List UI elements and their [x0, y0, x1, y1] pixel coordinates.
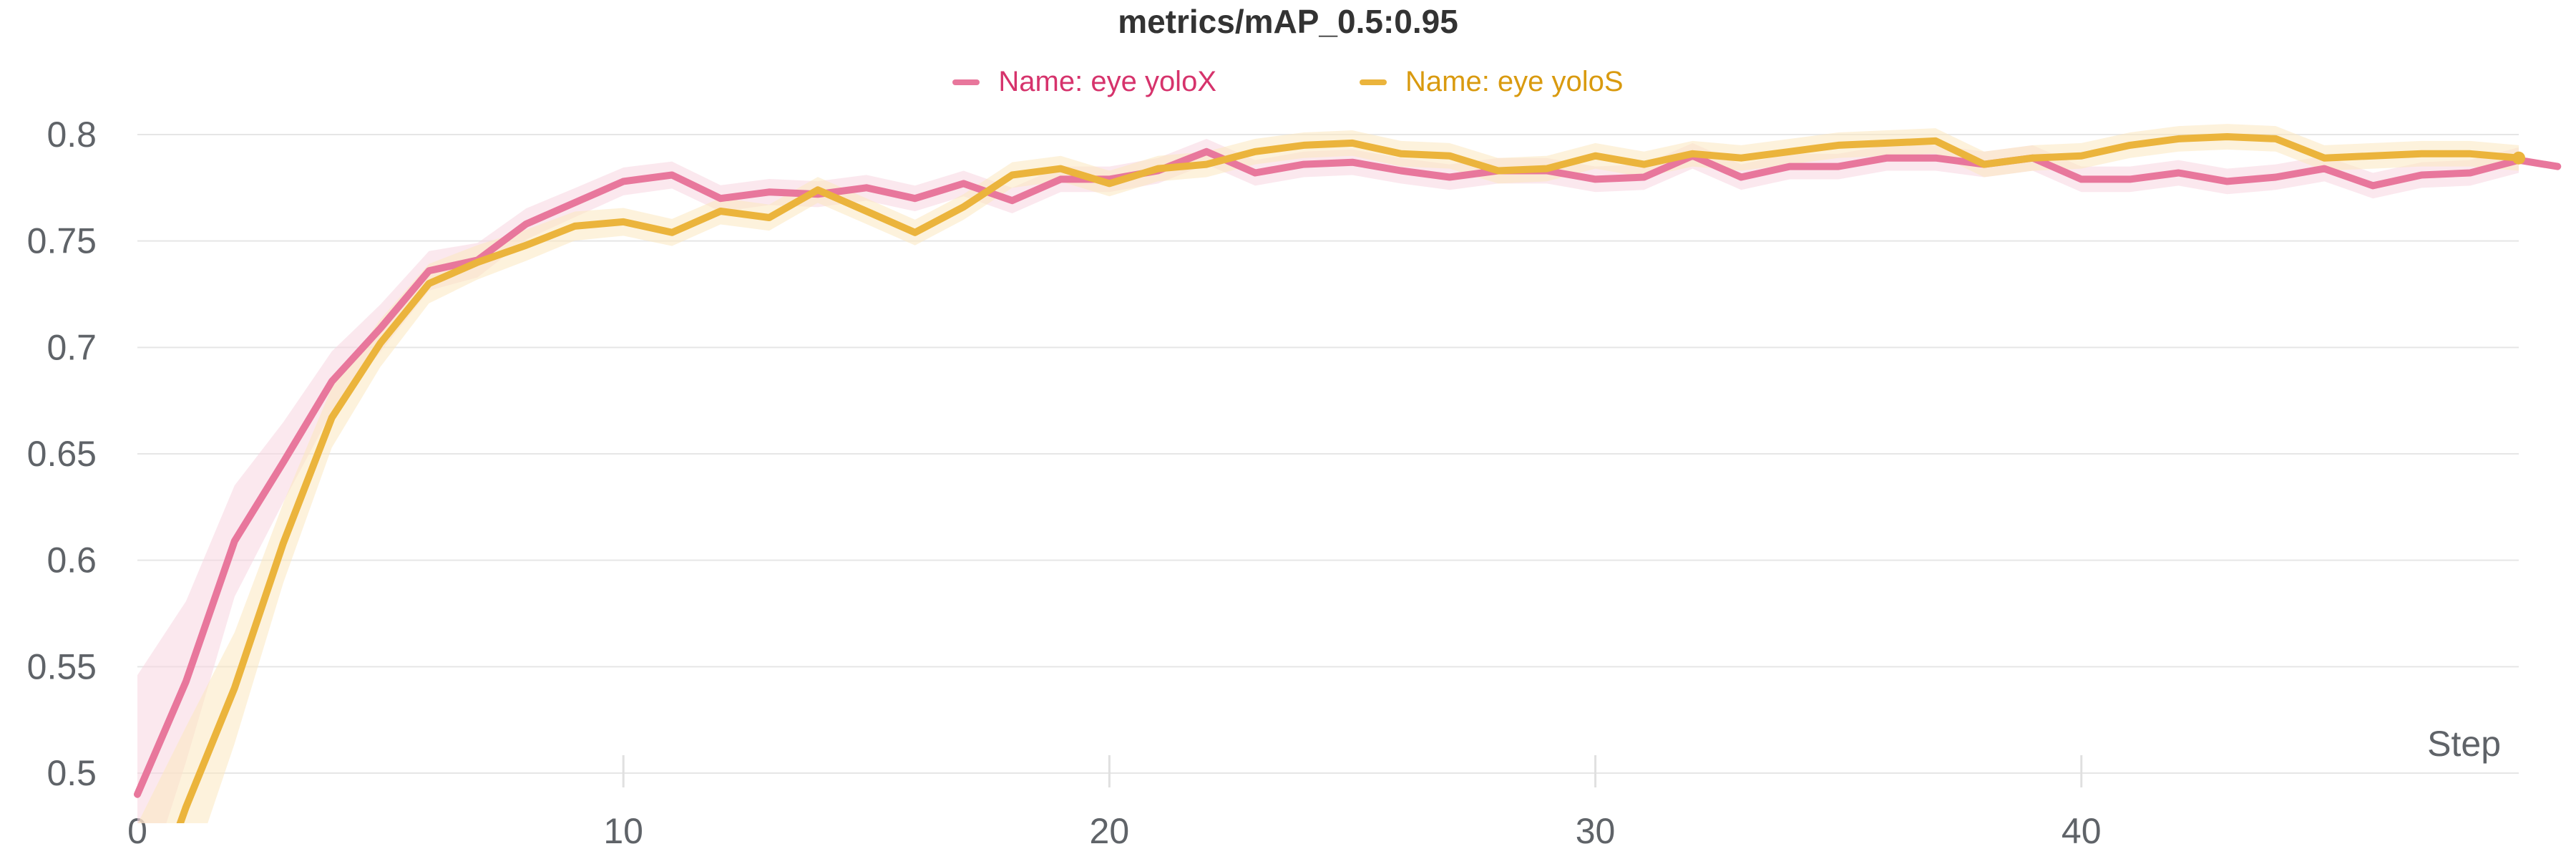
x-tick-label: 10 — [603, 811, 643, 851]
series-line-1 — [176, 133, 2522, 823]
series-group — [134, 124, 2562, 823]
legend-item-yolos[interactable]: Name: eye yoloS — [1360, 66, 1624, 98]
legend: Name: eye yoloX Name: eye yoloS — [0, 66, 2576, 98]
y-tick-label: 0.75 — [27, 221, 97, 261]
series-end-marker — [2512, 151, 2525, 165]
y-tick-label: 0.7 — [47, 327, 97, 367]
y-tick-label: 0.65 — [27, 434, 97, 474]
legend-swatch-yolox — [952, 79, 980, 85]
chart-title: metrics/mAP_0.5:0.95 — [1118, 3, 1458, 40]
legend-label-yolos: Name: eye yoloS — [1405, 66, 1624, 97]
y-tick-label: 0.8 — [47, 115, 97, 155]
legend-label-yolox: Name: eye yoloX — [998, 66, 1216, 97]
y-tick-label: 0.6 — [47, 540, 97, 581]
x-axis-label: Step — [2427, 724, 2501, 764]
legend-item-yolox[interactable]: Name: eye yoloX — [952, 66, 1216, 98]
y-tick-label: 0.55 — [27, 646, 97, 686]
y-tick-label: 0.5 — [47, 753, 97, 793]
x-tick-label: 30 — [1576, 811, 1616, 851]
x-tick-label: 40 — [2062, 811, 2102, 851]
x-tick-label: 20 — [1090, 811, 1130, 851]
legend-swatch-yolos — [1360, 79, 1387, 85]
